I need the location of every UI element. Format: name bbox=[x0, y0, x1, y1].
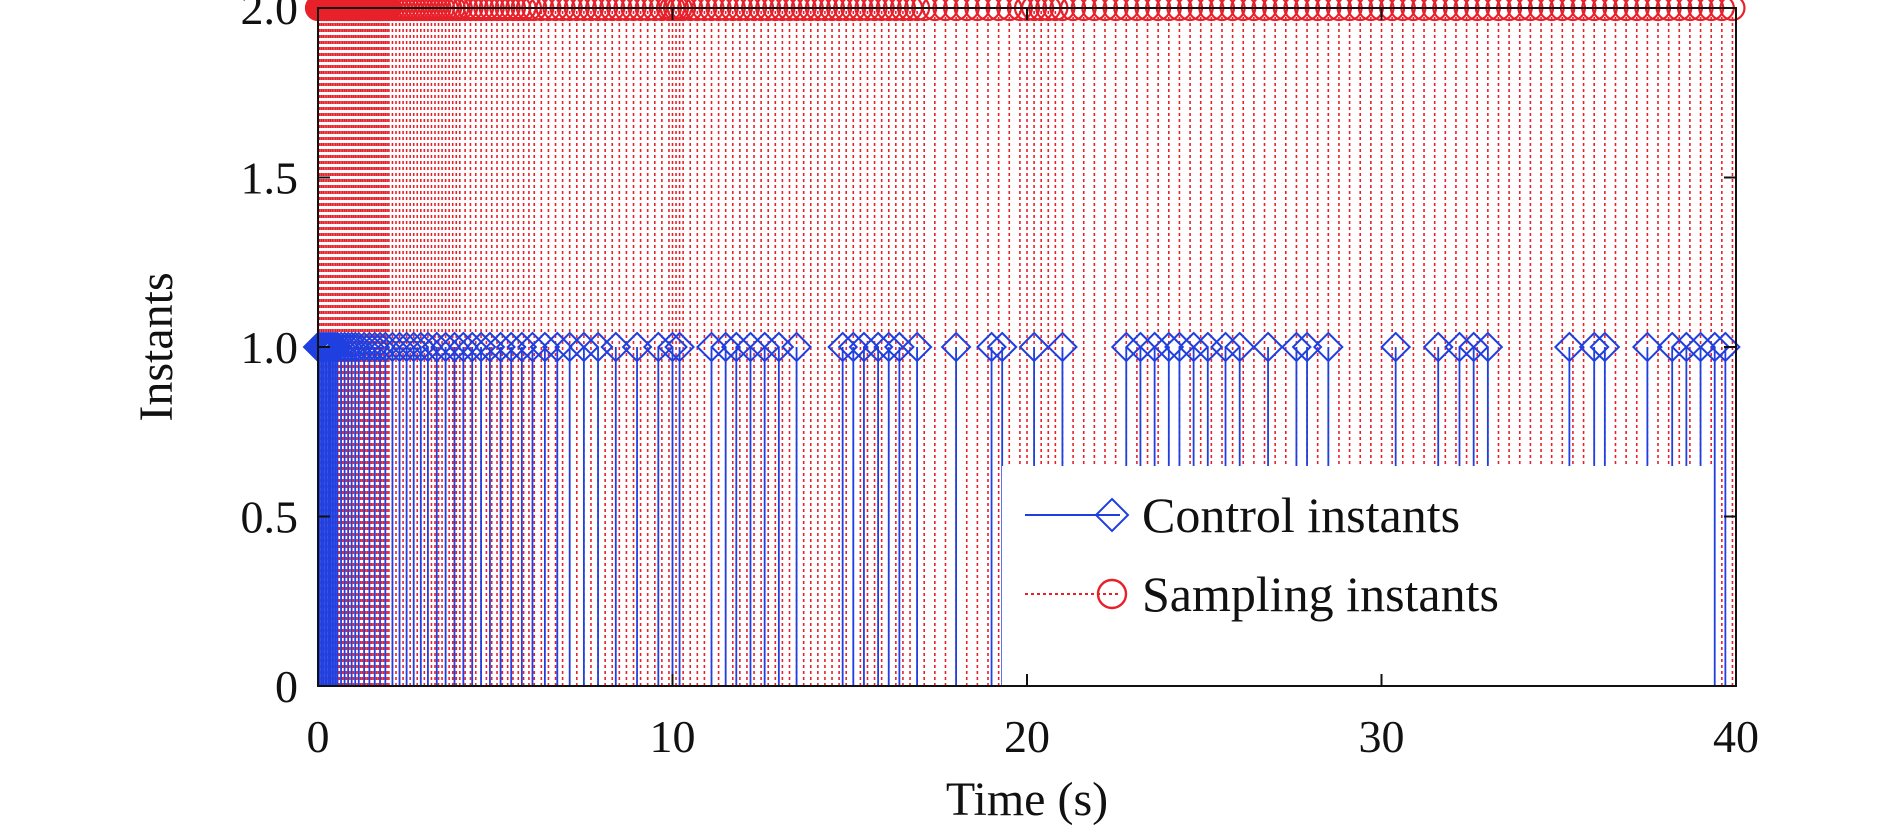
x-axis-label: Time (s) bbox=[946, 773, 1108, 826]
control-marker bbox=[529, 331, 561, 363]
control-marker bbox=[848, 331, 880, 363]
control-marker bbox=[1631, 331, 1663, 363]
y-tick-label: 0.5 bbox=[241, 492, 299, 543]
control-marker bbox=[749, 331, 781, 363]
control-marker bbox=[377, 331, 408, 363]
control-marker bbox=[405, 331, 437, 363]
control-marker bbox=[517, 331, 548, 363]
control-marker bbox=[398, 331, 430, 363]
control-marker bbox=[1699, 331, 1731, 363]
y-tick-label: 2.0 bbox=[241, 0, 299, 34]
x-tick-label: 20 bbox=[1004, 711, 1050, 762]
control-marker bbox=[1458, 331, 1490, 363]
control-marker bbox=[1110, 331, 1142, 363]
control-marker bbox=[1312, 331, 1344, 363]
control-marker bbox=[1380, 331, 1412, 363]
control-marker bbox=[1047, 331, 1078, 363]
y-tick-label: 1.0 bbox=[241, 322, 299, 373]
control-marker bbox=[348, 331, 380, 363]
control-marker bbox=[1472, 331, 1504, 363]
control-marker bbox=[1153, 331, 1185, 363]
control-marker bbox=[1210, 331, 1241, 363]
control-marker bbox=[696, 331, 727, 363]
control-marker bbox=[495, 331, 527, 363]
control-marker bbox=[1224, 331, 1256, 363]
control-marker bbox=[940, 331, 972, 363]
control-marker bbox=[1018, 331, 1050, 363]
control-marker bbox=[901, 331, 933, 363]
control-marker bbox=[1685, 331, 1716, 363]
control-marker bbox=[642, 331, 674, 363]
x-tick-label: 30 bbox=[1359, 711, 1405, 762]
sampling-legend-label: Sampling instants bbox=[1142, 566, 1499, 622]
y-axis-label: Instants bbox=[130, 272, 183, 421]
y-tick-label: 1.5 bbox=[241, 153, 299, 204]
control-marker bbox=[332, 331, 364, 363]
control-marker bbox=[474, 331, 506, 363]
control-marker bbox=[391, 331, 423, 363]
control-marker bbox=[1444, 331, 1475, 363]
tick-layer: 0 10 20 30 40 0 0.5 1.0 1.5 2.0 bbox=[241, 0, 1760, 762]
control-marker bbox=[664, 331, 696, 363]
control-legend-marker bbox=[1094, 497, 1130, 533]
control-marker bbox=[1178, 331, 1210, 363]
control-marker bbox=[781, 331, 812, 363]
control-marker bbox=[485, 331, 516, 363]
sampling-legend-marker bbox=[1096, 578, 1128, 610]
control-marker bbox=[1670, 331, 1702, 363]
control-marker bbox=[735, 331, 766, 363]
control-marker bbox=[837, 331, 869, 363]
control-marker bbox=[1589, 331, 1621, 363]
legend: Control instants Sampling instants bbox=[1002, 466, 1712, 686]
control-marker bbox=[384, 331, 415, 363]
x-tick-label: 0 bbox=[307, 711, 330, 762]
control-marker bbox=[554, 331, 586, 363]
control-marker bbox=[343, 331, 375, 363]
control-marker bbox=[600, 331, 632, 363]
control-marker bbox=[976, 331, 1007, 363]
control-marker bbox=[827, 331, 859, 363]
y-tick-label: 0 bbox=[275, 661, 298, 712]
control-marker bbox=[1553, 331, 1585, 363]
control-marker bbox=[720, 331, 752, 363]
control-legend-label: Control instants bbox=[1142, 487, 1460, 543]
control-marker bbox=[657, 331, 688, 363]
control-marker bbox=[1656, 331, 1688, 363]
control-marker bbox=[1578, 331, 1610, 363]
legend-box bbox=[1002, 466, 1712, 686]
control-marker bbox=[1164, 331, 1195, 363]
control-marker bbox=[353, 331, 385, 363]
control-marker bbox=[1281, 331, 1312, 363]
control-marker bbox=[369, 331, 401, 363]
control-marker bbox=[568, 331, 600, 363]
control-marker bbox=[873, 331, 905, 363]
control-marker bbox=[1291, 331, 1323, 363]
control-marker bbox=[986, 331, 1018, 363]
control-marker bbox=[1252, 331, 1284, 363]
control-marker bbox=[1125, 331, 1156, 363]
control-marker bbox=[710, 331, 742, 363]
control-marker bbox=[541, 331, 573, 363]
x-tick-label: 40 bbox=[1713, 711, 1759, 762]
control-marker bbox=[506, 331, 538, 363]
control-marker bbox=[1422, 331, 1454, 363]
control-marker bbox=[1139, 331, 1171, 363]
control-marker bbox=[862, 331, 894, 363]
control-marker bbox=[1709, 331, 1741, 363]
control-marker bbox=[621, 331, 653, 363]
series-layer bbox=[302, 0, 1746, 686]
x-tick-label: 10 bbox=[650, 711, 696, 762]
